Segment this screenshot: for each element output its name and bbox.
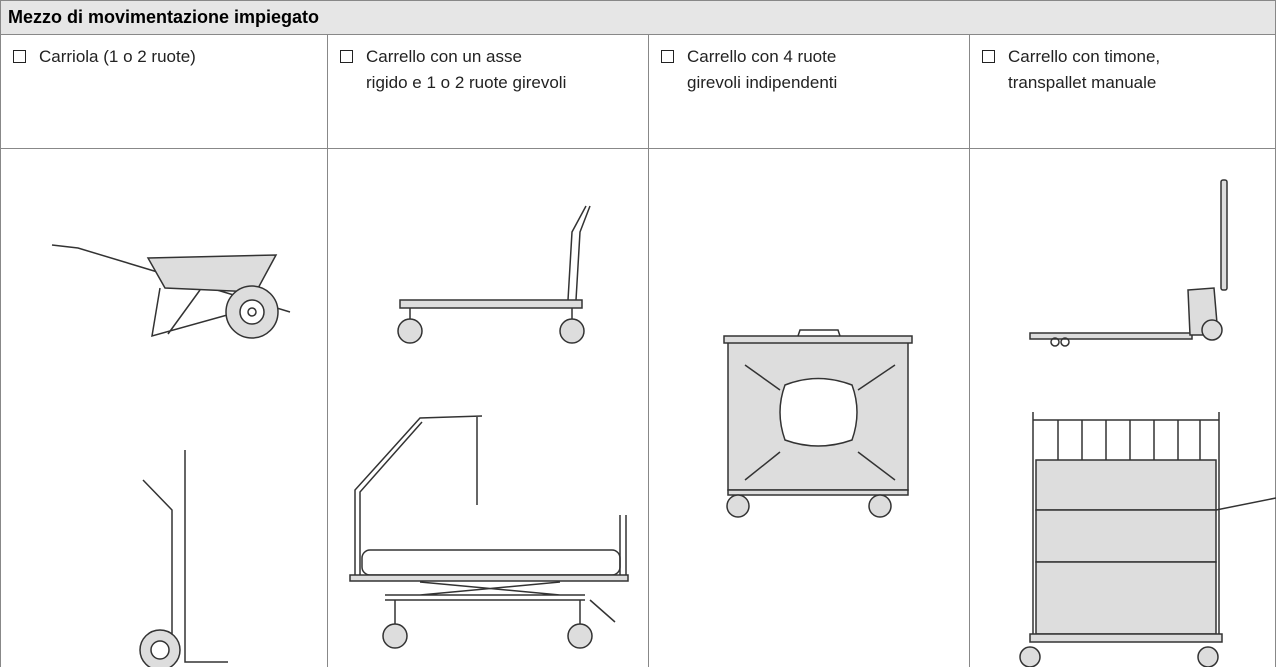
platform-cart [397,205,591,344]
pallet-truck [1029,179,1228,347]
label-line: Carrello con timone, [1008,47,1161,66]
label-line: Carrello con un asse [366,47,522,66]
option: Carriola (1 o 2 ruote) [13,44,196,70]
label-line: Carrello con 4 ruote [687,47,837,66]
label-line: transpallet manuale [1008,73,1157,92]
hospital-bed [349,415,629,649]
wheelbarrow [51,244,291,339]
column: Carrello con 4 ruote girevoli indipendent… [648,34,969,667]
table-title: Mezzo di movimentazione impiegato [0,0,1276,35]
option: Carrello con 4 ruote girevoli indipendent… [661,44,837,96]
column: Carrello con un asse rigido e 1 o 2 ruote… [327,34,648,667]
row-divider [0,148,1276,149]
label-line: girevoli indipendenti [687,73,838,92]
label-line: rigido e 1 o 2 ruote girevoli [366,73,567,92]
checkbox[interactable] [661,50,674,63]
checkbox[interactable] [13,50,26,63]
checkbox[interactable] [982,50,995,63]
label-line: Carriola (1 o 2 ruote) [39,47,196,66]
hand-truck [139,450,228,667]
container-cart [723,329,913,518]
option: Carrello con timone, transpallet manuale [982,44,1160,96]
option: Carrello con un asse rigido e 1 o 2 ruote… [340,44,566,96]
column: Carriola (1 o 2 ruote) [0,34,327,667]
trolley-cart [1019,412,1276,667]
checkbox[interactable] [340,50,353,63]
